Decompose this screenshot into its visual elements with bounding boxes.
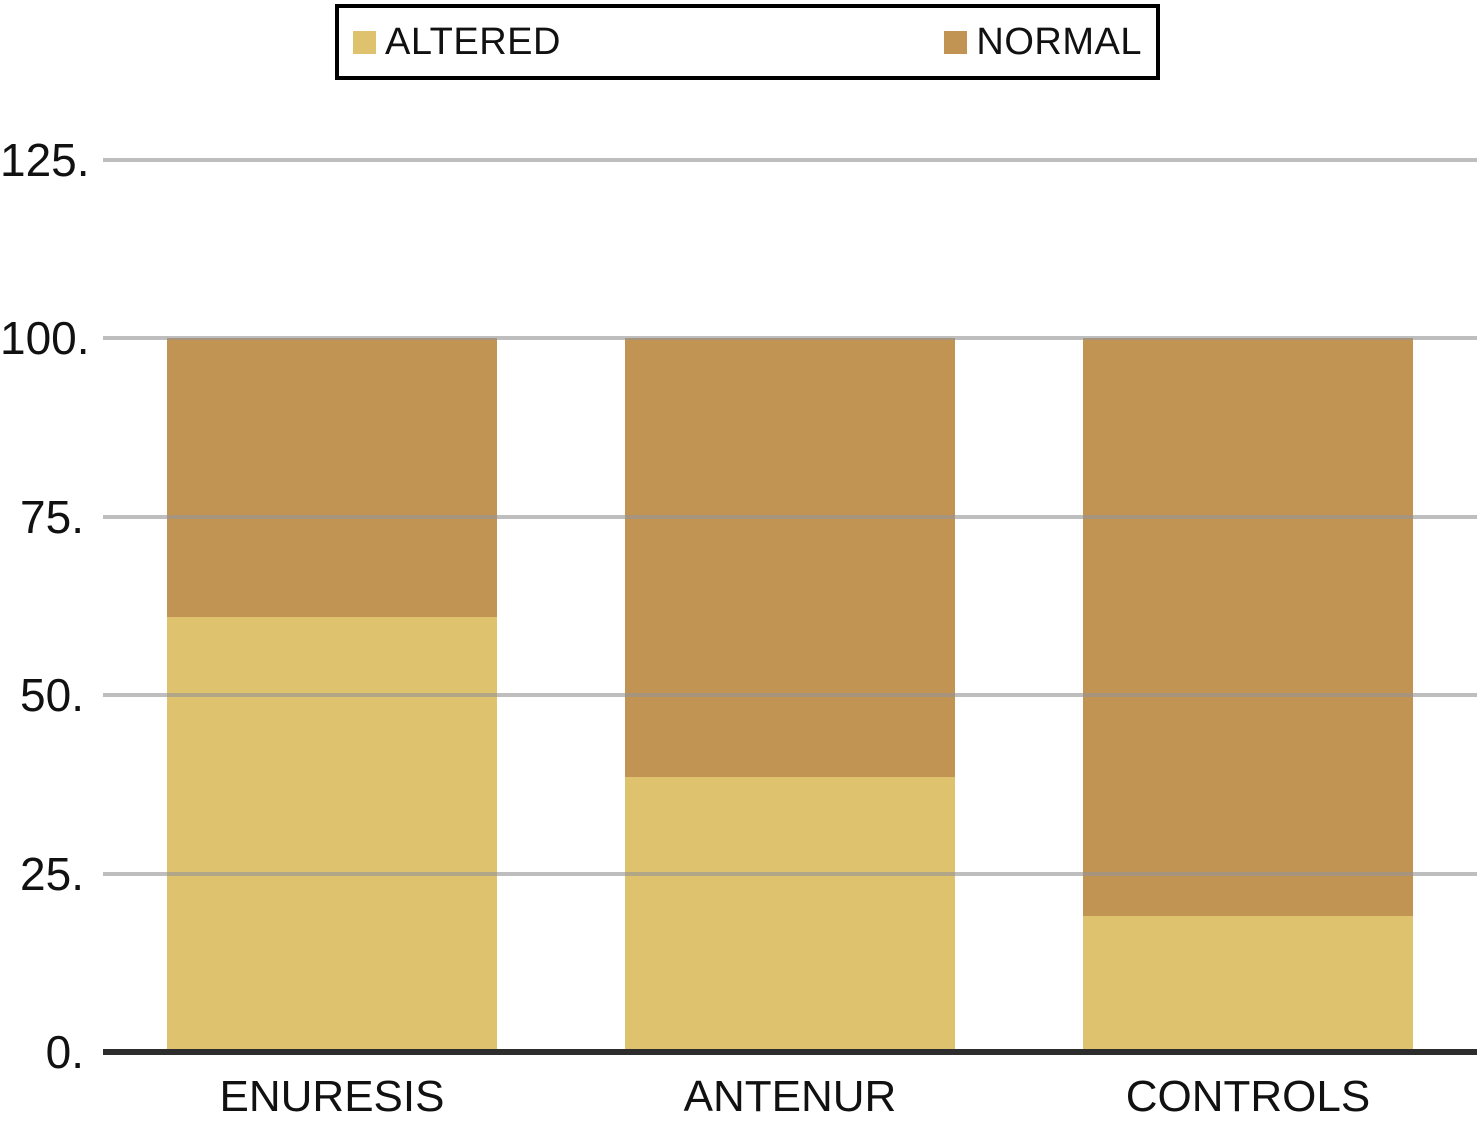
gridline-50 [103,693,1477,698]
x-axis-label-controls: CONTROLS [1125,1072,1371,1121]
gridline-75 [103,514,1477,519]
x-axis-line [103,1049,1477,1055]
bar-antenur [625,338,955,1052]
y-tick-label-75: 75. [20,490,84,543]
y-tick-label-100: 100. [0,312,90,365]
legend: ALTERED NORMAL [335,4,1160,80]
bar-segment-altered-antenur [625,777,955,1052]
gridline-25 [103,871,1477,876]
legend-item-altered: ALTERED [353,21,561,64]
legend-label-altered: ALTERED [385,20,561,63]
bar-segment-altered-controls [1083,916,1413,1052]
bar-segment-normal-controls [1083,338,1413,917]
plot-area [103,158,1477,1055]
bar-controls [1083,338,1413,1052]
normal-swatch [944,30,968,54]
y-tick-label-125: 125. [0,134,90,186]
altered-swatch [353,30,376,54]
bar-enuresis [167,338,497,1052]
gridline-100 [103,336,1477,341]
x-axis-label-antenur: ANTENUR [683,1072,897,1121]
x-axis-label-enuresis: ENURESIS [219,1072,445,1121]
bar-segment-normal-enuresis [167,338,497,617]
y-tick-label-25: 25. [20,847,84,900]
bar-segment-altered-enuresis [167,616,497,1052]
y-tick-label-50: 50. [20,669,84,722]
y-tick-label-0: 0. [45,1026,84,1078]
legend-item-normal: NORMAL [944,21,1142,64]
gridline-125 [103,158,1477,162]
bar-segment-normal-antenur [625,338,955,778]
legend-label-normal: NORMAL [976,20,1142,63]
